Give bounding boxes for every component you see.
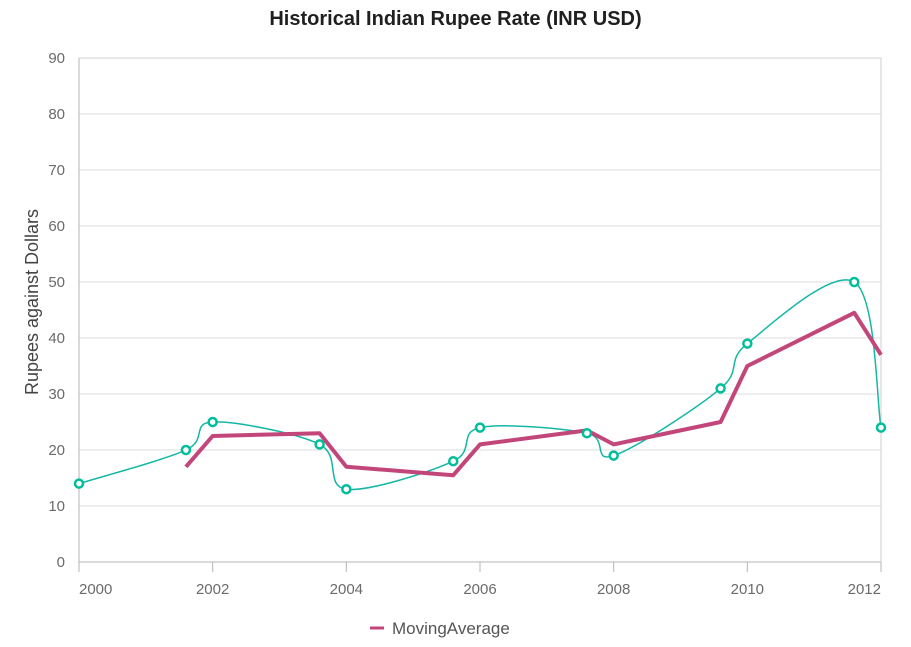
rate-data-point xyxy=(581,427,593,439)
rate-data-point xyxy=(207,416,218,428)
y-tick-label: 30 xyxy=(48,386,65,403)
rate-data-point xyxy=(314,439,325,450)
y-tick-label: 40 xyxy=(48,330,65,347)
moving-average-line xyxy=(184,310,883,478)
rate-data-point xyxy=(73,478,85,489)
legend-label-moving-average: MovingAverage xyxy=(392,619,510,638)
y-tick-label: 50 xyxy=(48,274,65,291)
x-tick-label: 2000 xyxy=(79,581,112,598)
rate-series-line xyxy=(78,279,882,491)
y-tick-label: 20 xyxy=(48,442,65,459)
x-tick-label: 2006 xyxy=(463,581,496,598)
rate-data-point xyxy=(742,338,753,349)
y-tick-label: 60 xyxy=(48,218,65,235)
y-tick-label: 70 xyxy=(48,162,65,179)
y-tick-label: 0 xyxy=(57,554,65,571)
rate-data-point xyxy=(341,483,352,495)
x-tick-label: 2010 xyxy=(731,581,764,598)
x-tick-label: 2008 xyxy=(597,581,630,598)
x-tick-label: 2004 xyxy=(330,581,363,598)
y-axis-title: Rupees against Dollars xyxy=(22,209,42,395)
rate-data-point xyxy=(715,383,726,394)
x-tick-label: 2002 xyxy=(196,581,229,598)
rate-data-point xyxy=(875,422,887,433)
y-tick-label: 90 xyxy=(48,50,65,67)
y-tick-label: 80 xyxy=(48,106,65,123)
rate-data-point xyxy=(180,444,192,456)
y-tick-label: 10 xyxy=(48,498,65,515)
rate-data-point xyxy=(608,450,619,461)
x-tick-label: 2012 xyxy=(848,581,881,598)
rate-data-point xyxy=(474,422,486,433)
chart-title: Historical Indian Rupee Rate (INR USD) xyxy=(269,8,642,30)
rate-data-point xyxy=(448,455,459,467)
rate-data-point xyxy=(849,276,860,288)
